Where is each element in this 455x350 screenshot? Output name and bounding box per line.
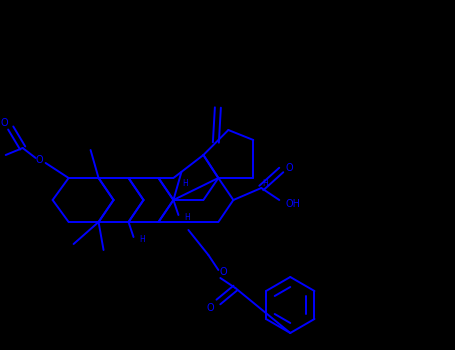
Text: H: H (185, 214, 190, 223)
Text: O: O (36, 155, 44, 165)
Text: O: O (207, 303, 214, 313)
Text: OH: OH (286, 199, 301, 209)
Text: H: H (140, 236, 145, 245)
Text: H: H (263, 178, 268, 188)
Text: O: O (285, 163, 293, 173)
Text: O: O (1, 118, 9, 128)
Text: O: O (220, 267, 227, 277)
Text: H: H (182, 178, 188, 188)
